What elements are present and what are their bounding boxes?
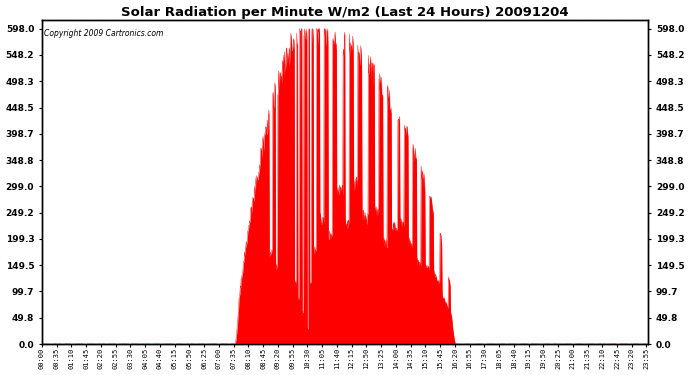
- Title: Solar Radiation per Minute W/m2 (Last 24 Hours) 20091204: Solar Radiation per Minute W/m2 (Last 24…: [121, 6, 569, 18]
- Text: Copyright 2009 Cartronics.com: Copyright 2009 Cartronics.com: [43, 30, 163, 39]
